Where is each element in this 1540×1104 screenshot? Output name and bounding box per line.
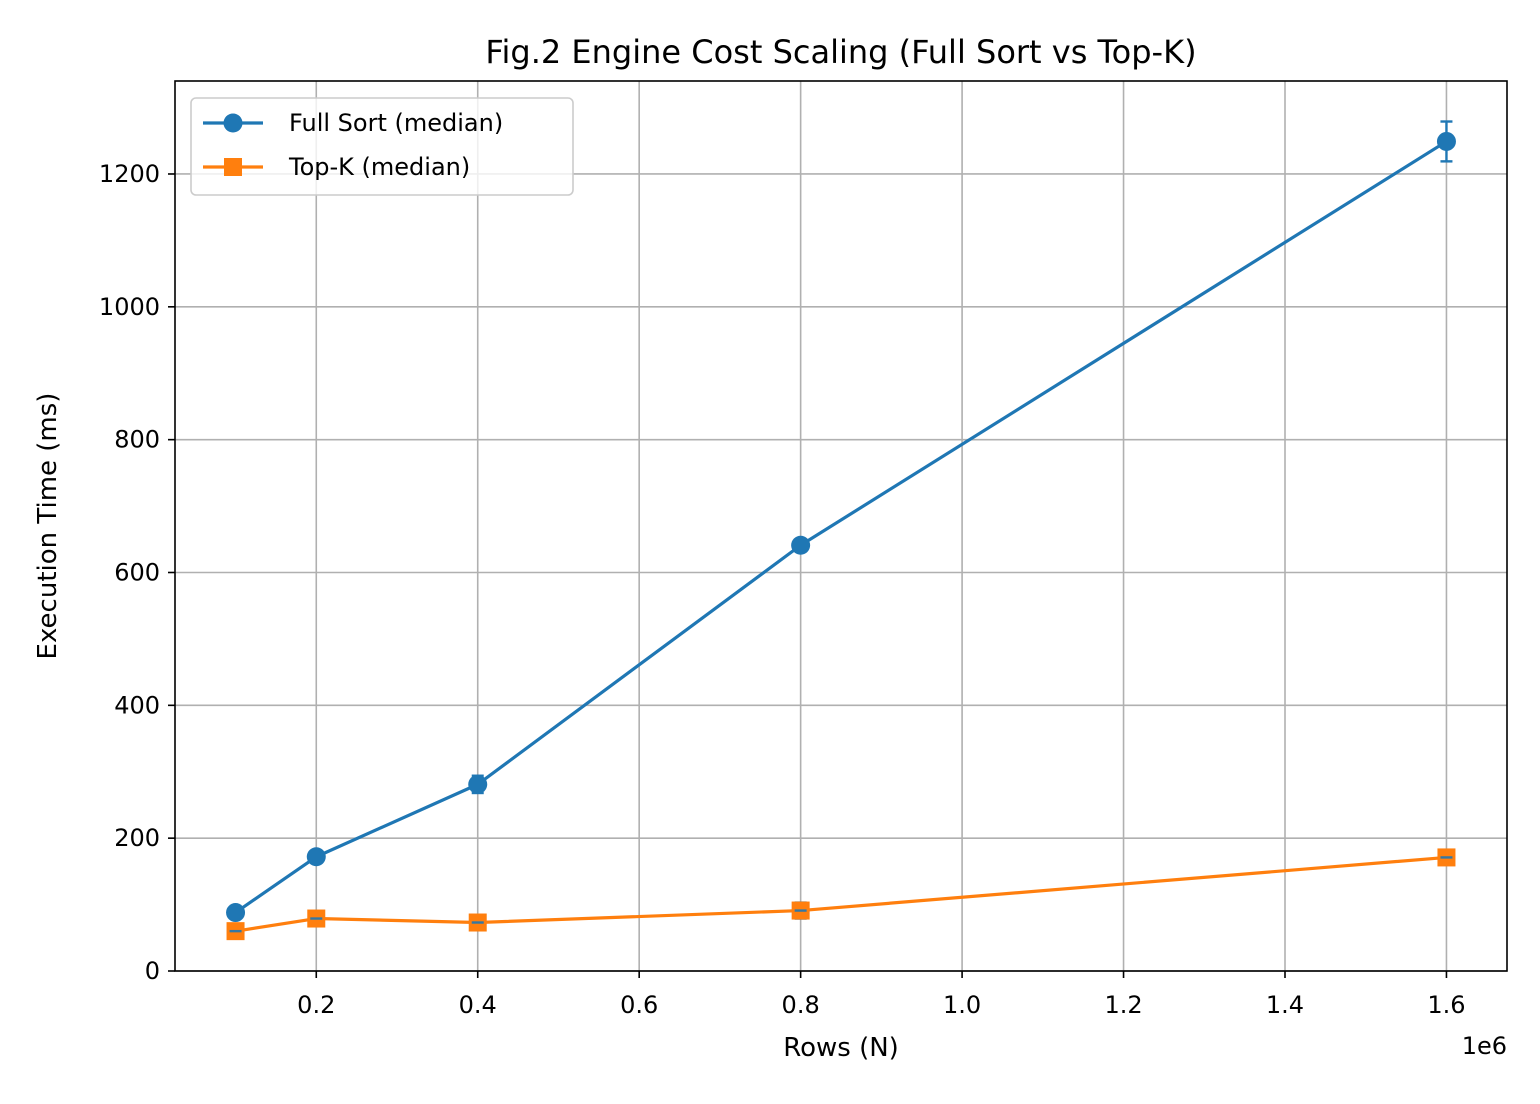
y-tick-label: 800 (114, 426, 160, 454)
legend-marker (223, 113, 243, 133)
chart-title: Fig.2 Engine Cost Scaling (Full Sort vs … (485, 33, 1196, 71)
plot-frame (174, 80, 1508, 972)
data-point-marker (468, 774, 488, 794)
series-0 (226, 120, 1456, 923)
plot-series (226, 120, 1456, 941)
axis-ticks: 0.2 0.4 0.6 0.8 1.0 1.2 1.4 1.6 0 200 400 600 800 100… (99, 160, 1466, 1019)
y-tick-label: 200 (114, 824, 160, 852)
x-tick-label: 1.2 (1104, 991, 1142, 1019)
legend: Full Sort (median) Top-K (median) (190, 97, 574, 196)
y-tick-label: 1000 (99, 293, 160, 321)
x-tick-label: 0.2 (297, 991, 335, 1019)
y-tick-label: 1200 (99, 160, 160, 188)
series-1 (226, 848, 1456, 941)
x-axis-label: Rows (N) (783, 1033, 899, 1063)
legend-box (190, 97, 574, 196)
data-point-marker (226, 903, 246, 923)
y-tick-label: 600 (114, 558, 160, 586)
data-point-marker (791, 535, 811, 555)
y-axis-label: Execution Time (ms) (33, 393, 63, 660)
x-tick-label: 0.6 (620, 991, 658, 1019)
legend-item: Full Sort (median) (203, 109, 503, 137)
y-tick-label: 400 (114, 691, 160, 719)
legend-item: Top-K (median) (203, 153, 470, 181)
data-point-marker (306, 847, 326, 867)
x-tick-label: 0.4 (459, 991, 497, 1019)
y-tick-label: 0 (145, 957, 160, 985)
x-tick-label: 1.6 (1427, 991, 1465, 1019)
x-tick-label: 1.0 (943, 991, 981, 1019)
x-tick-label: 0.8 (782, 991, 820, 1019)
legend-label: Top-K (median) (288, 153, 470, 181)
legend-label: Full Sort (median) (289, 109, 503, 137)
data-point-marker (1436, 131, 1456, 151)
legend-marker (224, 158, 242, 176)
x-axis-offset-label: 1e6 (1462, 1032, 1507, 1060)
x-tick-label: 1.4 (1266, 991, 1304, 1019)
